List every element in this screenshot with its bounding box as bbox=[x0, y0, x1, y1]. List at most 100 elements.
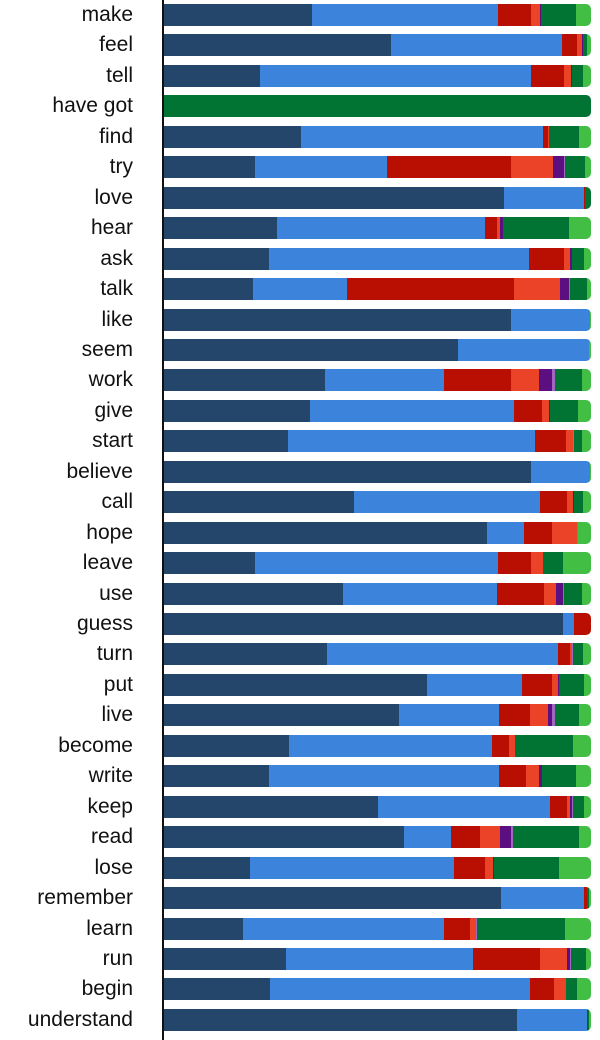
stacked-bar bbox=[164, 338, 591, 361]
bar-segment-s7 bbox=[584, 186, 591, 209]
bar-segment-s3 bbox=[543, 125, 549, 148]
category-label: turn bbox=[96, 642, 133, 666]
stacked-bar bbox=[164, 826, 591, 849]
bar-row: use bbox=[0, 581, 600, 605]
bar-segment-s3 bbox=[473, 947, 541, 970]
bar-segment-s1 bbox=[164, 186, 505, 209]
bar-segment-s2 bbox=[312, 4, 499, 26]
stacked-bar bbox=[164, 430, 591, 453]
bar-segment-s8 bbox=[590, 460, 591, 483]
bar-segment-s2 bbox=[457, 338, 589, 361]
bar-segment-s7 bbox=[555, 369, 583, 392]
bar-segment-s4 bbox=[526, 765, 539, 788]
bar-segment-s3 bbox=[522, 673, 553, 696]
bar-segment-s7 bbox=[549, 125, 579, 148]
bar-segment-s8 bbox=[590, 308, 591, 331]
bar-segment-s1 bbox=[164, 704, 400, 727]
bar-segment-s5 bbox=[499, 826, 511, 849]
bar-segment-s1 bbox=[164, 64, 261, 87]
bar-segment-s3 bbox=[573, 613, 591, 635]
stacked-bar bbox=[164, 34, 591, 57]
bar-segment-s5 bbox=[560, 278, 570, 301]
bar-segment-s5 bbox=[570, 247, 573, 270]
bar-segment-s5 bbox=[540, 4, 541, 26]
bar-row: write bbox=[0, 764, 600, 788]
bar-segment-s5 bbox=[493, 856, 495, 879]
bar-segment-s8 bbox=[588, 338, 591, 361]
bar-segment-s8 bbox=[578, 521, 591, 544]
bar-segment-s4 bbox=[530, 552, 543, 575]
category-label: guess bbox=[76, 612, 133, 635]
bar-segment-s4 bbox=[566, 430, 574, 453]
category-label: give bbox=[94, 398, 133, 422]
bar-segment-s1 bbox=[164, 947, 287, 970]
bar-row: hope bbox=[0, 521, 600, 544]
bar-segment-s7 bbox=[570, 278, 588, 301]
bar-segment-s3 bbox=[444, 917, 471, 940]
bar-segment-s1 bbox=[164, 734, 290, 757]
bar-row: lose bbox=[0, 856, 600, 879]
bar-segment-s7 bbox=[555, 704, 579, 727]
bar-segment-s2 bbox=[249, 856, 454, 879]
bar-row: run bbox=[0, 946, 600, 970]
bar-row: love bbox=[0, 186, 600, 209]
bar-segment-s7 bbox=[164, 95, 591, 118]
bar-segment-s2 bbox=[326, 643, 559, 666]
bar-segment-s2 bbox=[301, 125, 544, 148]
bar-segment-s1 bbox=[164, 34, 391, 57]
bar-segment-s5 bbox=[552, 156, 565, 179]
bar-segment-s4 bbox=[530, 704, 549, 727]
bar-segment-s3 bbox=[558, 643, 571, 666]
bar-segment-s5 bbox=[573, 491, 574, 514]
bar-row: begin bbox=[0, 977, 600, 1001]
stacked-bar bbox=[164, 491, 591, 514]
bar-segment-s2 bbox=[287, 430, 535, 453]
bar-segment-s1 bbox=[164, 795, 378, 818]
bar-segment-s1 bbox=[164, 521, 487, 544]
bar-segment-s2 bbox=[269, 978, 530, 1001]
bar-segment-s7 bbox=[512, 826, 579, 849]
stacked-bar bbox=[164, 917, 591, 940]
bar-segment-s1 bbox=[164, 673, 428, 696]
bar-segment-s6 bbox=[563, 582, 565, 605]
category-label: talk bbox=[100, 277, 133, 301]
stacked-bar bbox=[164, 460, 591, 483]
bar-segment-s1 bbox=[164, 917, 243, 940]
category-label: run bbox=[102, 946, 133, 970]
bar-segment-s5 bbox=[570, 64, 572, 87]
bar-segment-s8 bbox=[588, 1008, 591, 1031]
bar-segment-s7 bbox=[587, 1008, 589, 1031]
category-label: understand bbox=[27, 1007, 133, 1031]
category-label: use bbox=[99, 581, 133, 605]
bar-segment-s2 bbox=[324, 369, 444, 392]
bar-segment-s7 bbox=[494, 856, 559, 879]
category-label: hear bbox=[90, 216, 133, 240]
bar-segment-s7 bbox=[571, 64, 583, 87]
category-label: begin bbox=[81, 977, 133, 1001]
bar-segment-s3 bbox=[531, 64, 565, 87]
bar-segment-s8 bbox=[568, 217, 591, 240]
bar-segment-s1 bbox=[164, 552, 255, 575]
bar-segment-s3 bbox=[453, 856, 486, 879]
bar-segment-s8 bbox=[584, 795, 591, 818]
bar-segment-s7 bbox=[573, 491, 583, 514]
bar-segment-s2 bbox=[277, 217, 485, 240]
bar-row: have got bbox=[0, 94, 600, 118]
stacked-bar bbox=[164, 64, 591, 87]
bar-row: give bbox=[0, 398, 600, 422]
stacked-bar bbox=[164, 947, 591, 970]
bar-row: ask bbox=[0, 246, 600, 270]
bar-segment-s1 bbox=[164, 247, 270, 270]
bar-segment-s2 bbox=[254, 552, 498, 575]
stacked-bar bbox=[164, 521, 591, 544]
bar-segment-s1 bbox=[164, 765, 270, 788]
bar-segment-s2 bbox=[289, 734, 492, 757]
bar-segment-s7 bbox=[573, 643, 583, 666]
bar-segment-s8 bbox=[573, 734, 591, 757]
category-label: ask bbox=[100, 246, 133, 270]
bar-segment-s1 bbox=[164, 338, 458, 361]
bar-row: understand bbox=[0, 1007, 600, 1031]
bar-segment-s8 bbox=[576, 978, 591, 1001]
bar-row: try bbox=[0, 155, 600, 179]
